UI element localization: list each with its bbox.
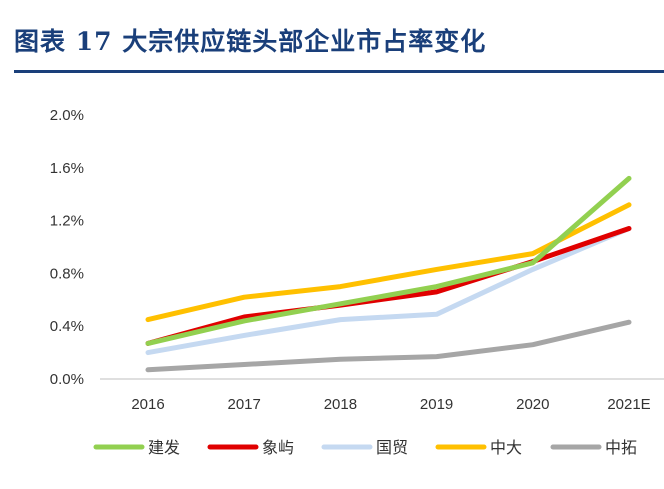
title-bar: 图表 17 大宗供应链头部企业市占率变化 xyxy=(0,0,664,76)
legend-label: 象屿 xyxy=(262,438,294,457)
x-tick-label: 2019 xyxy=(420,396,453,413)
x-tick-label: 2016 xyxy=(131,396,164,413)
y-tick-label: 1.2% xyxy=(50,213,84,230)
y-tick-label: 0.0% xyxy=(50,371,84,388)
y-tick-label: 0.4% xyxy=(50,318,84,335)
series-line xyxy=(145,202,632,323)
chart-title: 图表 17 大宗供应链头部企业市占率变化 xyxy=(14,27,487,56)
title-underline xyxy=(14,70,664,73)
series-line xyxy=(145,319,632,373)
series-line xyxy=(145,226,632,356)
legend-label: 中拓 xyxy=(605,438,637,457)
y-tick-label: 0.8% xyxy=(50,265,84,282)
legend-label: 中大 xyxy=(490,438,522,457)
x-tick-label: 2018 xyxy=(324,396,357,413)
legend-label: 建发 xyxy=(148,438,180,457)
x-tick-label: 2021E xyxy=(607,396,650,413)
y-tick-label: 1.6% xyxy=(50,160,84,177)
legend-label: 国贸 xyxy=(376,438,408,457)
y-tick-label: 2.0% xyxy=(50,107,84,124)
x-tick-label: 2020 xyxy=(516,396,549,413)
x-tick-label: 2017 xyxy=(228,396,261,413)
series-line xyxy=(145,226,632,346)
series-line xyxy=(145,175,632,346)
